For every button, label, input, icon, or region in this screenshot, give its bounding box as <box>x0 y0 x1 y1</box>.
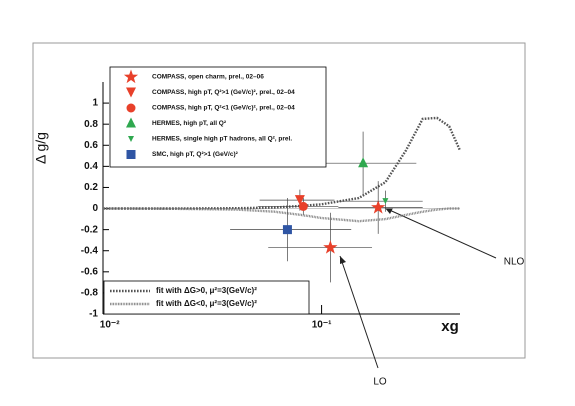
legend-label: COMPASS, high pT, Q²>1 (GeV/c)², prel., … <box>152 89 295 96</box>
marker <box>126 150 136 159</box>
marker <box>282 225 292 235</box>
x-tick-label: 10⁻¹ <box>312 320 332 331</box>
fit-line <box>103 116 462 210</box>
legend-label: SMC, high pT, Q²>1 (GeV/c)² <box>152 151 239 158</box>
y-tick-label: 0 <box>92 203 98 214</box>
y-tick-label: -1 <box>89 309 98 320</box>
marker <box>123 69 139 84</box>
marker <box>298 201 308 211</box>
legend-label: fit with ΔG>0, μ²=3(GeV/c)² <box>156 286 257 295</box>
y-tick-label: -0.8 <box>81 288 99 299</box>
y-tick-label: -0.6 <box>81 266 99 277</box>
legend <box>109 66 327 168</box>
legend <box>103 280 310 315</box>
legend-label: HERMES, high pT, all Q² <box>152 120 227 127</box>
marker <box>126 87 136 98</box>
marker <box>371 200 386 214</box>
y-tick-label: 0.8 <box>84 119 98 130</box>
arrow <box>339 255 379 369</box>
x-axis-label: xg <box>441 318 459 335</box>
legend-label: COMPASS, open charm, prel., 02–06 <box>152 74 264 81</box>
x-tick-label: 10⁻² <box>100 320 120 331</box>
arrowhead <box>385 208 393 214</box>
y-tick-label: 0.2 <box>84 182 98 193</box>
marker <box>126 103 136 113</box>
y-tick-label: 1 <box>92 98 98 109</box>
y-tick-label: -0.2 <box>81 224 99 235</box>
marker <box>382 198 389 205</box>
legend-label: fit with ΔG<0, μ²=3(GeV/c)² <box>156 299 257 308</box>
fit-line <box>102 207 460 223</box>
annotation: NLO <box>504 257 525 268</box>
marker <box>294 195 305 206</box>
marker <box>323 240 338 254</box>
y-axis-label: Δ g/g <box>33 132 49 164</box>
legend-label: HERMES, single high pT hadrons, all Q², … <box>152 136 292 143</box>
marker <box>358 157 369 168</box>
y-tick-label: 0.6 <box>84 140 98 151</box>
marker <box>128 136 134 142</box>
marker <box>126 117 136 128</box>
y-tick-label: 0.4 <box>84 161 98 172</box>
arrowhead <box>340 256 346 264</box>
annotation: LO <box>373 377 387 388</box>
y-tick-label: -0.4 <box>81 245 99 256</box>
legend-label: COMPASS, high pT, Q²<1 (GeV/c)², prel., … <box>152 105 295 112</box>
